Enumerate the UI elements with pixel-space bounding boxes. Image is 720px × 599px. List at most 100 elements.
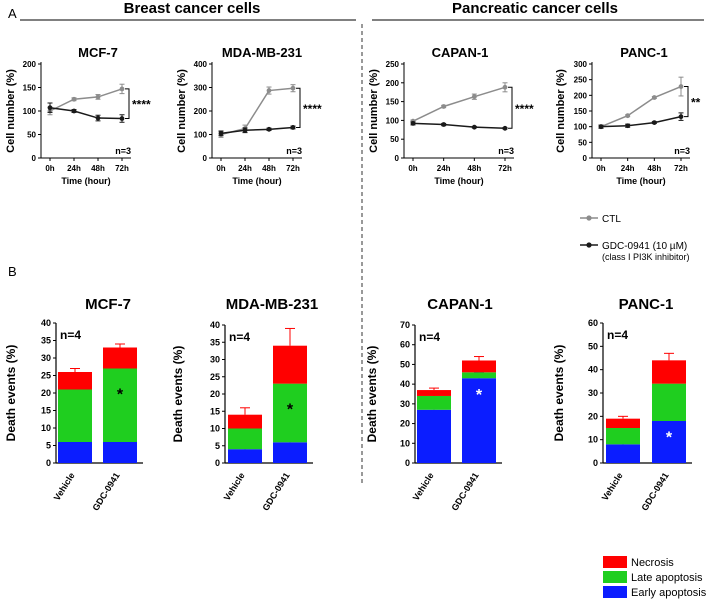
category-label: Vehicle bbox=[411, 471, 436, 503]
bar-segment-early-apoptosis bbox=[462, 378, 496, 463]
data-point-ctl bbox=[119, 86, 125, 92]
category-label: Vehicle bbox=[52, 471, 77, 503]
n-label: n=3 bbox=[674, 146, 690, 156]
data-point-gdc bbox=[441, 122, 447, 127]
bar-segment-late-apoptosis bbox=[462, 372, 496, 379]
chart-title: MCF-7 bbox=[78, 45, 118, 60]
data-point-gdc bbox=[471, 124, 477, 130]
y-tick-label: 200 bbox=[386, 79, 400, 88]
bar-chart-panc1: PANC-1 n=4 0 10 20 30 40 50 60 Death events (%) Ve… bbox=[552, 296, 692, 513]
data-point-ctl bbox=[651, 95, 657, 100]
y-tick-label: 15 bbox=[210, 406, 220, 416]
line-chart-panc1: PANC-1 0 50 100 150 200 250 300 0h 24h 48h 72h Cell … bbox=[555, 45, 701, 186]
legend-gdc-note: (class I PI3K inhibitor) bbox=[602, 252, 690, 262]
bar-segment-late-apoptosis bbox=[417, 395, 451, 410]
category-label: GDC-0941 bbox=[90, 471, 121, 513]
significance-bracket bbox=[296, 87, 301, 128]
legend-ctl-marker bbox=[586, 215, 592, 221]
bar-segment-late-apoptosis bbox=[652, 383, 686, 421]
bar-segment-necrosis bbox=[228, 414, 262, 429]
bar-segment-necrosis bbox=[606, 418, 640, 428]
category-label: GDC-0941 bbox=[260, 471, 291, 513]
y-tick-label: 30 bbox=[210, 355, 220, 365]
bar-segment-early-apoptosis bbox=[103, 442, 137, 463]
x-tick-label: 0h bbox=[45, 164, 54, 173]
significance-star: * bbox=[287, 401, 294, 418]
significance-label: **** bbox=[303, 102, 322, 116]
y-tick-label: 100 bbox=[574, 123, 588, 132]
y-tick-label: 50 bbox=[578, 138, 587, 147]
x-tick-label: 0h bbox=[216, 164, 225, 173]
y-tick-label: 50 bbox=[390, 135, 399, 144]
y-tick-label: 100 bbox=[194, 131, 208, 140]
category-label: GDC-0941 bbox=[639, 471, 670, 513]
bar-segment-late-apoptosis bbox=[606, 428, 640, 445]
y-tick-label: 200 bbox=[574, 91, 588, 100]
data-point-gdc bbox=[598, 124, 604, 130]
data-point-gdc bbox=[678, 114, 684, 120]
significance-label: **** bbox=[515, 102, 534, 116]
x-tick-label: 48h bbox=[647, 164, 661, 173]
significance-star: * bbox=[117, 387, 124, 404]
n-label: n=4 bbox=[607, 328, 628, 342]
significance-label: ** bbox=[691, 96, 701, 110]
data-point-gdc bbox=[71, 108, 77, 114]
significance-bracket bbox=[508, 86, 513, 129]
y-tick-label: 20 bbox=[210, 389, 220, 399]
y-tick-label: 100 bbox=[23, 107, 37, 116]
data-point-ctl bbox=[441, 104, 447, 109]
x-axis-label: Time (hour) bbox=[61, 176, 110, 186]
y-tick-label: 60 bbox=[400, 340, 410, 350]
y-axis-label: Death events (%) bbox=[365, 346, 379, 443]
series-line-ctl bbox=[49, 88, 123, 112]
x-tick-label: 0h bbox=[596, 164, 605, 173]
y-axis-label: Cell number (%) bbox=[5, 69, 17, 153]
y-tick-label: 70 bbox=[400, 320, 410, 330]
y-tick-label: 40 bbox=[400, 379, 410, 389]
x-tick-label: 24h bbox=[621, 164, 635, 173]
chart-title: PANC-1 bbox=[619, 296, 674, 313]
y-tick-label: 50 bbox=[400, 359, 410, 369]
x-tick-label: 72h bbox=[115, 164, 129, 173]
data-point-gdc bbox=[47, 105, 53, 111]
x-tick-label: 48h bbox=[91, 164, 105, 173]
legend-ctl-label: CTL bbox=[602, 214, 621, 225]
y-tick-label: 40 bbox=[41, 318, 51, 328]
data-point-gdc bbox=[502, 125, 508, 131]
y-tick-label: 400 bbox=[194, 60, 208, 69]
bar-segment-early-apoptosis bbox=[606, 444, 640, 463]
y-tick-label: 150 bbox=[574, 107, 588, 116]
x-tick-label: 48h bbox=[262, 164, 276, 173]
x-tick-label: 0h bbox=[408, 164, 417, 173]
bar-segment-early-apoptosis bbox=[228, 449, 262, 463]
data-point-ctl bbox=[625, 113, 631, 119]
data-point-gdc bbox=[95, 115, 101, 121]
y-axis-label: Death events (%) bbox=[4, 345, 18, 442]
bar-segment-early-apoptosis bbox=[417, 409, 451, 463]
significance-star: * bbox=[476, 387, 483, 404]
y-tick-label: 0 bbox=[215, 458, 220, 468]
legend-late-swatch bbox=[603, 571, 627, 583]
y-tick-label: 25 bbox=[210, 372, 220, 382]
bar-segment-early-apoptosis bbox=[273, 442, 307, 463]
bar-segment-late-apoptosis bbox=[58, 389, 92, 442]
y-tick-label: 35 bbox=[41, 336, 51, 346]
x-tick-label: 72h bbox=[286, 164, 300, 173]
n-label: n=4 bbox=[60, 328, 81, 342]
y-tick-label: 100 bbox=[386, 116, 400, 125]
y-tick-label: 15 bbox=[41, 406, 51, 416]
bar-chart-mcf7: MCF-7 n=4 0 5 10 15 20 25 30 35 40 Death events (%)… bbox=[4, 296, 143, 513]
legend-necrosis-swatch bbox=[603, 556, 627, 568]
bar-segment-early-apoptosis bbox=[652, 421, 686, 463]
y-axis-label: Death events (%) bbox=[171, 346, 185, 443]
category-label: GDC-0941 bbox=[449, 471, 480, 513]
y-tick-label: 40 bbox=[210, 320, 220, 330]
legend-late-label: Late apoptosis bbox=[631, 572, 703, 584]
data-point-gdc bbox=[651, 120, 657, 125]
y-tick-label: 200 bbox=[23, 60, 37, 69]
chart-title: MDA-MB-231 bbox=[222, 45, 302, 60]
y-tick-label: 300 bbox=[194, 84, 208, 93]
y-tick-label: 5 bbox=[46, 441, 51, 451]
y-tick-label: 0 bbox=[593, 458, 598, 468]
series-line-ctl bbox=[412, 86, 506, 122]
